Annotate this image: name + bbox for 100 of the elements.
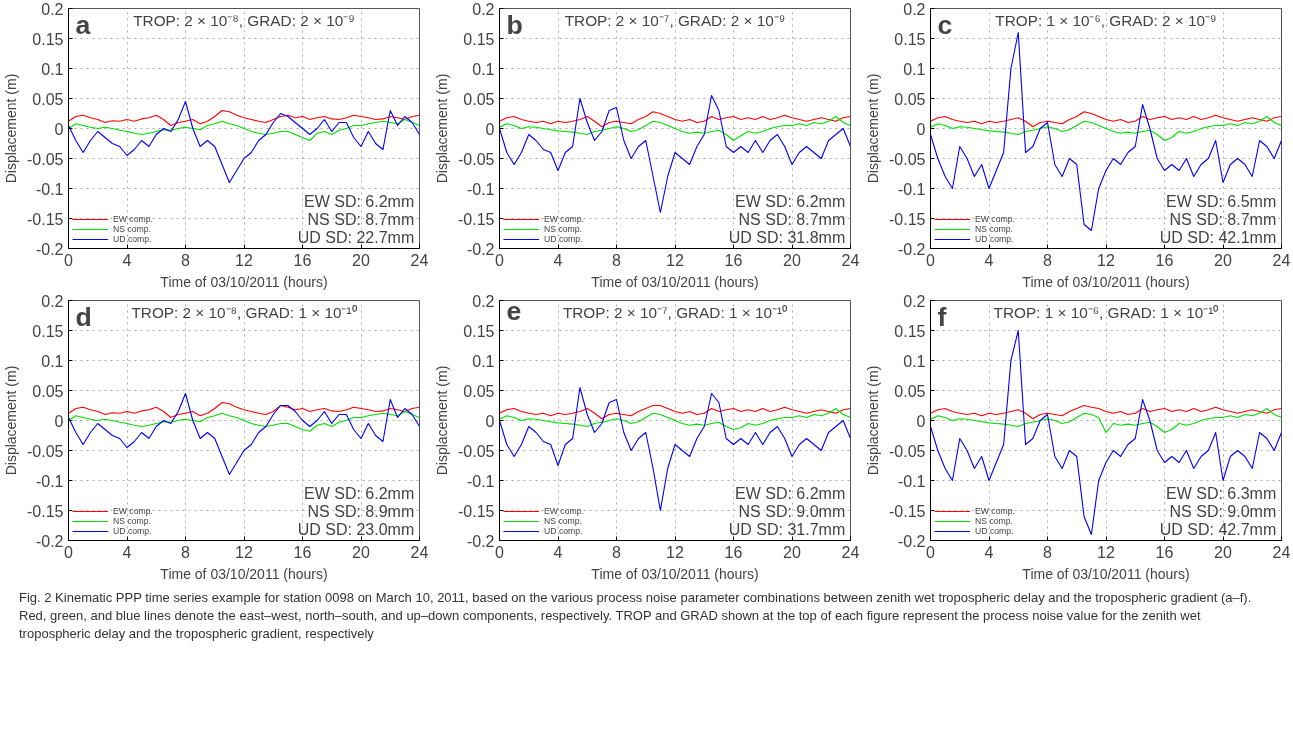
annotation: NS SD: 8.7mm (738, 211, 846, 229)
y-tick-label: -0.2 (466, 532, 495, 550)
x-tick-label: 24 (410, 251, 429, 269)
x-tick-label: 20 (1214, 543, 1232, 561)
y-tick-label: 0 (916, 412, 926, 430)
legend-label: UD comp. (975, 526, 1014, 536)
y-tick-label: 0.1 (903, 60, 926, 78)
legend-label: NS comp. (544, 516, 583, 526)
y-tick-label: 0.2 (472, 0, 495, 18)
y-tick-label: 0.2 (472, 292, 495, 310)
y-tick-label: 0 (916, 120, 926, 138)
line-series (499, 94, 851, 214)
legend-label: NS comp. (544, 224, 583, 234)
annotation: EW SD: 6.2mm (304, 193, 415, 211)
legend-label: EW comp. (113, 506, 153, 516)
annotation: EW SD: 6.2mm (735, 485, 846, 503)
x-tick-label: 4 (122, 251, 132, 269)
y-tick-label: 0.1 (472, 60, 495, 78)
x-tick-label: 12 (1097, 543, 1115, 561)
x-tick-label: 12 (235, 543, 253, 561)
x-tick-label: 4 (984, 251, 994, 269)
caption: Fig. 2 Kinematic PPP time series example for station 0098 on March 10, 2011, based on the various process noise parameter combinations between zenith wet tropospheric delay and the tropospheric gradient (a–f). Red, green, and blue lines denote the east–west, north–south, and up–down components, respectively. TROP and GRAD shown at the top of each figure represent the process noise value for the zenith wet tropospheric delay and the tropospheric gradient, respectively (19, 589, 1253, 644)
x-tick-label: 16 (293, 543, 312, 561)
y-tick-label: 0.1 (903, 352, 926, 370)
y-tick-label: 0.05 (894, 382, 926, 400)
y-tick-label: 0 (485, 412, 495, 430)
chart-subtitle: TROP: 2 × 10⁻⁸, GRAD: 1 × 10⁻¹⁰ (131, 304, 358, 322)
y-tick-label: 0.2 (41, 0, 64, 18)
legend-label: NS comp. (113, 224, 152, 234)
y-tick-label: -0.15 (27, 210, 64, 228)
x-tick-label: 4 (984, 543, 994, 561)
x-tick-label: 24 (1272, 543, 1291, 561)
y-axis-title: Displacement (m) (865, 73, 882, 184)
y-tick-label: 0.05 (32, 90, 64, 108)
y-tick-label: 0.05 (463, 382, 495, 400)
y-tick-label: 0.15 (894, 30, 926, 48)
y-tick-label: -0.05 (27, 442, 64, 460)
line-series (499, 404, 851, 420)
annotation: UD SD: 22.7mm (297, 229, 415, 247)
x-tick-label: 16 (293, 251, 312, 269)
x-tick-label: 4 (122, 543, 132, 561)
y-tick-label: 0.15 (463, 322, 495, 340)
chart-title: a (75, 9, 91, 40)
chart-subtitle: TROP: 2 × 10⁻⁸, GRAD: 2 × 10⁻⁹ (133, 12, 355, 30)
line-series (930, 407, 1282, 434)
y-tick-label: 0.15 (32, 322, 64, 340)
y-tick-label: -0.1 (897, 180, 926, 198)
y-tick-label: -0.1 (466, 180, 495, 198)
annotation: NS SD: 8.7mm (1169, 211, 1277, 229)
line-series (68, 100, 420, 184)
annotation: NS SD: 9.0mm (1169, 503, 1277, 521)
y-tick-label: -0.15 (889, 210, 926, 228)
chart-title: e (506, 295, 522, 326)
legend-label: EW comp. (544, 506, 584, 516)
y-tick-label: -0.1 (35, 472, 64, 490)
y-tick-label: -0.05 (458, 150, 495, 168)
y-tick-label: 0.2 (41, 292, 64, 310)
y-tick-label: -0.05 (458, 442, 495, 460)
line-series (930, 329, 1282, 536)
chart-title: c (937, 9, 953, 40)
y-tick-label: 0.1 (41, 352, 64, 370)
y-tick-label: 0 (54, 412, 64, 430)
x-tick-label: 20 (352, 543, 370, 561)
x-tick-label: 16 (1155, 251, 1174, 269)
y-tick-label: 0 (485, 120, 495, 138)
x-tick-label: 8 (181, 543, 191, 561)
x-tick-label: 8 (612, 251, 622, 269)
y-tick-label: 0.1 (41, 60, 64, 78)
line-series (68, 401, 420, 419)
line-series (499, 407, 851, 431)
annotation: EW SD: 6.3mm (1166, 485, 1277, 503)
annotation: UD SD: 42.1mm (1159, 229, 1277, 247)
y-tick-label: -0.05 (889, 442, 926, 460)
legend-label: UD comp. (113, 526, 152, 536)
y-tick-label: 0.05 (32, 382, 64, 400)
x-tick-label: 8 (1043, 251, 1053, 269)
y-tick-label: 0.05 (463, 90, 495, 108)
y-tick-label: -0.15 (458, 502, 495, 520)
y-tick-label: 0.1 (472, 352, 495, 370)
x-tick-label: 20 (783, 543, 801, 561)
y-tick-label: -0.2 (35, 532, 64, 550)
annotation: UD SD: 31.7mm (728, 521, 846, 539)
legend-label: UD comp. (975, 234, 1014, 244)
y-tick-label: -0.2 (466, 240, 495, 258)
annotation: UD SD: 31.8mm (728, 229, 846, 247)
chart-subtitle: TROP: 1 × 10⁻⁶, GRAD: 2 × 10⁻⁹ (995, 12, 1217, 30)
x-tick-label: 4 (553, 251, 563, 269)
annotation: UD SD: 23.0mm (297, 521, 415, 539)
annotation: NS SD: 8.9mm (307, 503, 415, 521)
y-tick-label: -0.05 (889, 150, 926, 168)
x-tick-label: 8 (181, 251, 191, 269)
x-tick-label: 24 (841, 543, 860, 561)
y-tick-label: -0.2 (897, 532, 926, 550)
chart-subtitle: TROP: 1 × 10⁻⁶, GRAD: 1 × 10⁻¹⁰ (993, 304, 1220, 322)
x-tick-label: 4 (553, 543, 563, 561)
x-tick-label: 12 (235, 251, 253, 269)
legend-label: NS comp. (975, 224, 1014, 234)
line-series (930, 115, 1282, 142)
legend-label: EW comp. (975, 506, 1015, 516)
y-axis-title: Displacement (m) (865, 365, 882, 476)
